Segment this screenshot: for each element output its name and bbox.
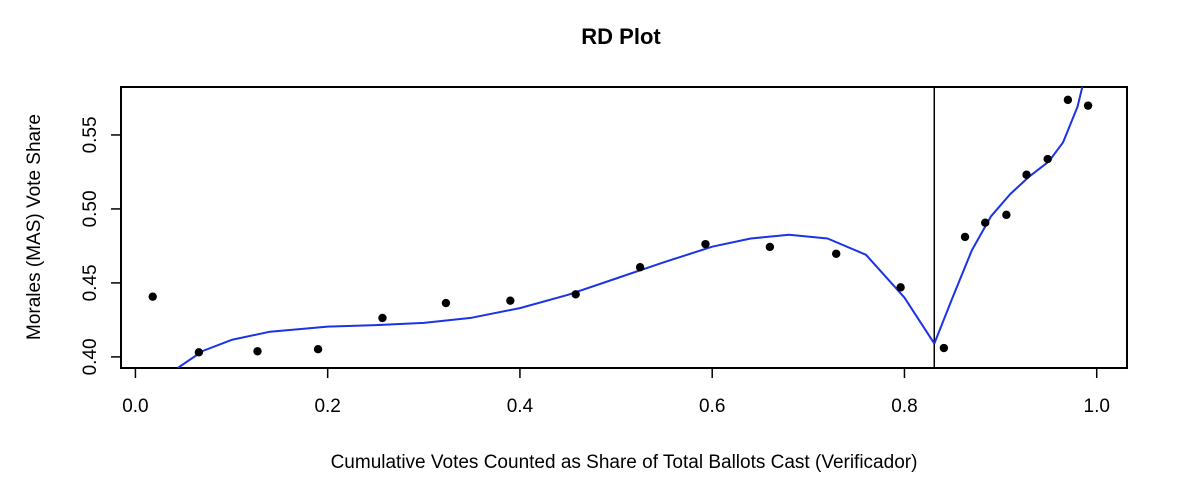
x-tick-label: 0.4 (507, 396, 534, 417)
y-tick-label: 0.55 (80, 116, 101, 153)
data-point (981, 218, 990, 227)
data-point (1063, 95, 1073, 105)
plot-content (148, 87, 1093, 368)
y-axis-label: Morales (MAS) Vote Share (24, 114, 45, 340)
x-tick-label: 0.0 (122, 396, 148, 417)
y-tick-label: 0.40 (80, 338, 101, 375)
x-tick-label: 0.2 (314, 396, 340, 417)
fit-curve-right (933, 87, 1084, 344)
data-point (148, 292, 157, 301)
data-point (832, 249, 841, 258)
data-point (571, 290, 580, 299)
data-point (194, 348, 204, 357)
plot-frame (120, 86, 1128, 369)
chart-title: RD Plot (581, 24, 661, 49)
y-tick-label: 0.45 (80, 264, 101, 301)
data-point (635, 263, 645, 272)
data-point (939, 343, 949, 353)
x-axis: 0.0 0.2 0.4 0.6 0.8 1.0 (122, 368, 1110, 417)
data-point (960, 232, 970, 242)
data-point (378, 313, 387, 323)
data-point (896, 283, 905, 292)
data-point (765, 242, 775, 252)
data-point (506, 296, 515, 305)
data-point (701, 239, 710, 249)
fit-curve-left (177, 233, 936, 368)
data-point (1002, 210, 1011, 220)
data-point (1022, 170, 1031, 179)
data-point (313, 345, 323, 354)
x-tick-label: 0.8 (891, 396, 917, 417)
data-point (441, 298, 451, 308)
x-tick-label: 1.0 (1084, 396, 1110, 417)
data-point (253, 347, 262, 356)
y-axis: 0.40 0.45 0.50 0.55 (80, 116, 121, 375)
data-point (1043, 154, 1052, 164)
x-axis-label: Cumulative Votes Counted as Share of Tot… (331, 452, 918, 473)
y-tick-label: 0.50 (80, 190, 101, 227)
data-point (1083, 101, 1093, 110)
x-tick-label: 0.6 (699, 396, 725, 417)
